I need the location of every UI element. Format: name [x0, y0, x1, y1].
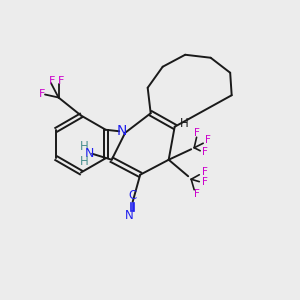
Text: F: F — [202, 147, 208, 157]
Text: F: F — [194, 189, 200, 199]
Text: H: H — [80, 140, 89, 153]
Text: F: F — [58, 76, 65, 86]
Text: F: F — [205, 135, 211, 145]
Text: F: F — [39, 89, 45, 100]
Text: F: F — [202, 167, 208, 177]
Text: N: N — [125, 209, 134, 222]
Text: N: N — [117, 124, 128, 138]
Text: C: C — [129, 189, 137, 202]
Text: F: F — [49, 76, 56, 86]
Text: F: F — [202, 177, 208, 187]
Text: N: N — [85, 147, 94, 160]
Text: F: F — [194, 128, 200, 138]
Text: H: H — [80, 155, 89, 168]
Text: H: H — [180, 117, 189, 130]
